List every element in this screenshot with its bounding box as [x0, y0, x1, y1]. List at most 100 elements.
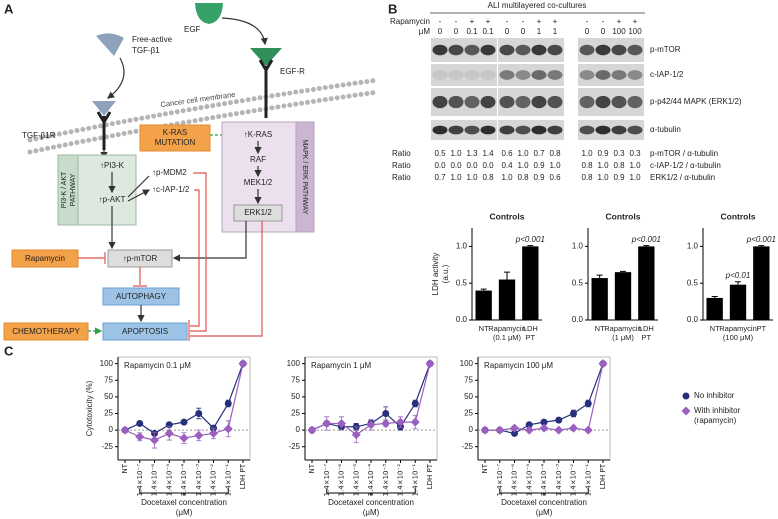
blot-band [480, 44, 496, 56]
ratio-value: 1.0 [629, 161, 641, 170]
dose-value: 100 [628, 27, 642, 36]
bar [522, 246, 539, 320]
panel-label: A [4, 1, 14, 16]
y-tick-label: 25 [104, 409, 113, 418]
bracket [499, 489, 589, 496]
dose-label: μM [419, 27, 431, 36]
pathway-strip [295, 121, 315, 233]
ratio-value: 1.3 [466, 149, 478, 158]
x-tick-label: (0.1 μM) [493, 333, 522, 342]
tgf-receptor [96, 111, 112, 150]
y-tick-label: 75 [464, 375, 473, 384]
annotation: p<0.001 [746, 235, 776, 244]
point [307, 425, 317, 435]
ratio-value: 1.0 [581, 149, 593, 158]
plot-frame [304, 356, 438, 461]
node-label: RAF [250, 155, 266, 164]
legend-marker [682, 392, 690, 400]
blot-band [432, 44, 448, 56]
ratio-value: 0.8 [581, 161, 593, 170]
annotation: p<0.001 [515, 235, 545, 244]
ratio-value: 0.9 [597, 149, 609, 158]
point [555, 416, 563, 424]
y-tick-label: 0.5 [572, 278, 584, 287]
blot-band [480, 125, 496, 135]
y-axis-label: Cytotoxicity (%) [85, 380, 94, 436]
point [539, 423, 549, 433]
membrane [27, 89, 381, 155]
bar [614, 272, 632, 320]
x-axis-label: Docetaxel concentration [501, 498, 587, 507]
blot-band [531, 44, 547, 56]
band-label: p-mTOR [650, 45, 681, 54]
point [584, 400, 592, 408]
point [511, 429, 518, 437]
ligand-label: TGF-β1 [132, 46, 160, 55]
blot-band [480, 70, 496, 80]
point [554, 425, 564, 435]
y-tick-label: 100 [100, 359, 114, 368]
treatment-sign: - [602, 17, 605, 26]
ratio-label: Ratio [392, 149, 411, 158]
node-label: Rapamycin [25, 254, 65, 263]
node-label: ↑p-AKT [99, 195, 126, 204]
egf-receptor [258, 59, 274, 118]
blot-band [499, 70, 515, 80]
x-tick-label: 1.4×10⁻² [570, 464, 578, 497]
treatment-sign: - [439, 17, 442, 26]
y-tick-label: -25 [101, 442, 113, 451]
plot-frame [117, 356, 251, 461]
bracket [139, 489, 229, 496]
treatment-sign: + [470, 17, 475, 26]
node-label: K-RAS [163, 128, 187, 137]
ratio-value: 0.7 [434, 173, 446, 182]
ratio-value: 0.7 [533, 149, 545, 158]
x-tick-label: 1.4×10⁻¹ [411, 464, 419, 497]
error-bar [735, 281, 741, 285]
bar [638, 246, 655, 320]
treatment-sign: + [553, 17, 558, 26]
x-axis-label: (μM) [176, 508, 193, 517]
ratio-value: 0.0 [466, 161, 478, 170]
blot-band [499, 125, 515, 135]
treatment-sign: - [522, 17, 525, 26]
x-tick-label: 1.4×10⁻⁷ [323, 464, 331, 497]
y-tick-label: 50 [104, 392, 113, 401]
node-label: ↑p-mTOR [123, 254, 158, 263]
x-tick-label: NT [308, 463, 316, 473]
x-tick-label: NT [121, 463, 129, 473]
treatment-sign: - [586, 17, 589, 26]
blot-band [579, 95, 595, 109]
legend-note: (rapamycin) [694, 416, 737, 425]
ratio-value: 1.0 [517, 149, 529, 158]
apoptosis-box [102, 322, 188, 341]
bar [498, 279, 516, 320]
ratio-value: 1.0 [450, 149, 462, 158]
ratio-value: 1.0 [597, 173, 609, 182]
x-tick-label: 1.4×10⁻⁵ [165, 464, 173, 497]
blot-band [448, 95, 464, 109]
blot-title: ALI multilayered co-cultures [488, 1, 587, 10]
x-tick-label: LDH [639, 324, 654, 333]
blot-band [595, 125, 611, 135]
chart-title: Controls [606, 211, 641, 221]
error-bar [480, 288, 487, 291]
point [337, 418, 346, 428]
pathway-label: PI3-K / AKT [61, 171, 68, 208]
blot-band [611, 95, 627, 109]
y-tick-label: 75 [104, 375, 113, 384]
annotation: p<0.01 [725, 271, 751, 280]
dose-value: 0 [521, 27, 526, 36]
blot-band [464, 44, 480, 56]
ratio-value: 1.0 [517, 161, 529, 170]
error-bar [527, 245, 534, 247]
y-tick-label: 0.0 [456, 315, 468, 324]
ratio-name: p-mTOR / α-tubulin [650, 149, 718, 158]
blot-band [611, 125, 627, 135]
blot-panel [498, 64, 564, 86]
treatment-sign: + [633, 17, 638, 26]
blot-band [547, 44, 563, 56]
tgf-receptor [92, 101, 116, 116]
y-axis-label: LDH activity [431, 253, 440, 296]
x-tick-label: 1.4×10⁻⁵ [352, 464, 360, 497]
